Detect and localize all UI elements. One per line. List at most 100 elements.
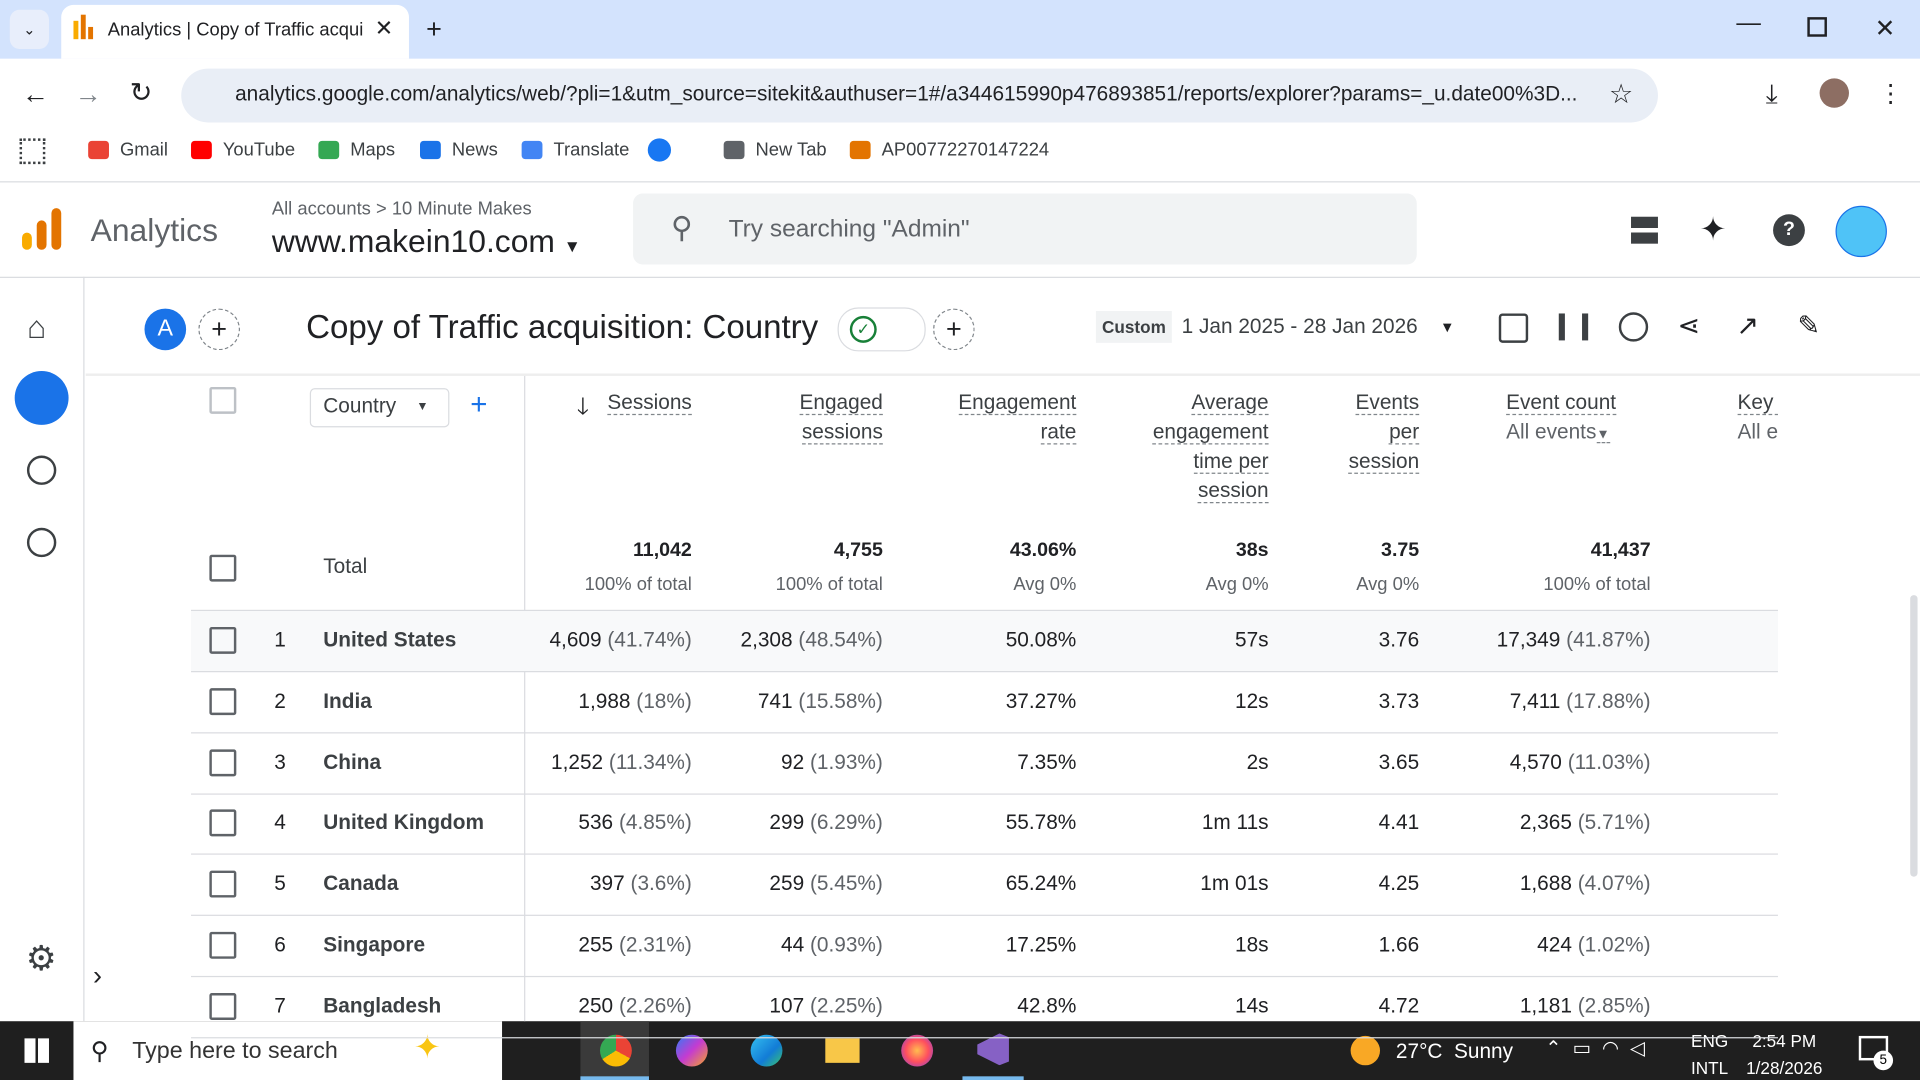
add-dimension[interactable]: + [470, 388, 488, 422]
country[interactable]: United Kingdom [323, 811, 484, 835]
metric-filter[interactable]: All events▼ [1506, 420, 1610, 444]
add-filter[interactable]: + [933, 308, 975, 351]
total-sub: 100% of total [584, 574, 692, 596]
row-checkbox[interactable] [209, 626, 237, 654]
bookmark[interactable]: AP00772270147224 [881, 139, 1050, 161]
insights[interactable] [1618, 312, 1649, 342]
nav-advertising[interactable] [26, 527, 57, 558]
rank: 6 [274, 933, 286, 957]
language[interactable]: ENG INTL [1691, 1027, 1728, 1080]
downloads[interactable]: ⤓ [1765, 78, 1778, 109]
rank: 2 [274, 689, 286, 713]
select-all[interactable] [209, 386, 237, 414]
apps-grid[interactable] [19, 138, 46, 165]
row-checkbox[interactable] [209, 931, 237, 959]
country[interactable]: China [323, 750, 382, 774]
bookmark[interactable]: Translate [553, 139, 630, 161]
row-checkbox[interactable] [209, 687, 237, 715]
facebook[interactable] [647, 138, 672, 162]
firefox[interactable] [901, 1034, 934, 1067]
percent-of-total: (11.34%) [608, 750, 692, 774]
back[interactable]: ← [22, 78, 49, 109]
date-dropdown[interactable]: ▼ [1440, 318, 1455, 336]
nav-explore[interactable] [26, 455, 57, 485]
row-checkbox[interactable] [209, 809, 237, 837]
column-header[interactable]: Key events All events [1737, 388, 1778, 447]
nav-admin[interactable]: ⚙ [25, 939, 57, 978]
search-placeholder: Try searching "Admin" [728, 215, 970, 243]
copilot[interactable] [675, 1034, 708, 1067]
explorer[interactable] [825, 1038, 860, 1063]
search-box[interactable] [633, 193, 1417, 265]
weather[interactable]: 27°C Sunny [1396, 1040, 1513, 1064]
bookmark-icon [849, 140, 871, 160]
report-status[interactable] [837, 307, 926, 352]
account[interactable] [1835, 205, 1887, 258]
metric-filter[interactable]: All events [1737, 420, 1778, 444]
apps[interactable] [1631, 216, 1658, 244]
total-value: 38s [1235, 540, 1269, 561]
edge[interactable] [750, 1034, 783, 1067]
nav-reports[interactable] [14, 371, 69, 425]
close-window[interactable]: ✕ [1874, 15, 1896, 43]
nav-home[interactable]: ⌂ [26, 308, 47, 346]
column-header[interactable]: Sessions [557, 388, 692, 417]
bookmark[interactable]: News [451, 139, 498, 161]
scrollbar[interactable] [1910, 595, 1918, 877]
country[interactable]: India [323, 689, 372, 713]
reload[interactable]: ↻ [129, 77, 153, 108]
breadcrumb[interactable]: All accounts > 10 Minute Makes [271, 198, 532, 220]
expand-nav[interactable]: › [93, 960, 103, 991]
percent-of-total: (2.26%) [618, 994, 692, 1018]
country[interactable]: United States [323, 628, 457, 652]
column-header[interactable]: Events per session [1340, 388, 1420, 476]
profile[interactable] [1819, 78, 1849, 108]
column-header[interactable]: Event count All events▼ [1506, 388, 1665, 449]
tab-search[interactable]: ⌄ [9, 9, 49, 49]
add-comparison[interactable]: + [198, 308, 241, 351]
value: 2,308 [740, 628, 793, 652]
column-header[interactable]: Average engagement time per session [1146, 388, 1269, 506]
row-checkbox[interactable] [209, 992, 237, 1020]
property-picker[interactable]: www.makein10.com ▼ [271, 222, 581, 260]
bookmark-star[interactable]: ☆ [1608, 78, 1634, 109]
row-checkbox[interactable] [209, 748, 237, 776]
metric-cell: 2,365 (5.71%) [1520, 811, 1651, 835]
dimension-picker[interactable] [309, 388, 450, 428]
bookmark[interactable]: Maps [350, 139, 396, 161]
forward[interactable]: → [74, 78, 102, 109]
minimize[interactable]: — [1736, 9, 1761, 37]
tab-close[interactable]: ✕ [374, 15, 394, 41]
compare[interactable] [1558, 313, 1589, 341]
percent-of-total: (15.58%) [798, 689, 883, 713]
share[interactable]: ⋖ [1677, 309, 1701, 341]
select-total[interactable] [209, 554, 237, 582]
vs-app[interactable] [962, 1021, 1024, 1080]
column-header[interactable]: Engaged sessions [760, 388, 883, 447]
help[interactable]: ? [1773, 214, 1805, 247]
column-header[interactable]: Engagement rate [942, 388, 1077, 447]
country[interactable]: Bangladesh [323, 994, 442, 1018]
bookmark[interactable]: YouTube [222, 139, 296, 161]
save[interactable] [1498, 313, 1529, 343]
start[interactable] [24, 1038, 49, 1063]
taskbar-search[interactable] [73, 1021, 503, 1080]
country[interactable]: Canada [323, 872, 399, 896]
metric-cell: 1,688 (4.07%) [1520, 872, 1651, 896]
row-checkbox[interactable] [209, 870, 237, 898]
edit[interactable]: ✎ [1797, 309, 1821, 341]
country[interactable]: Singapore [323, 933, 426, 957]
date-range[interactable]: 1 Jan 2025 - 28 Jan 2026 [1181, 314, 1418, 338]
omnibox[interactable] [181, 68, 1658, 123]
insights-spark[interactable]: ↗ [1736, 309, 1759, 341]
restore[interactable] [1807, 17, 1827, 37]
active-tab[interactable] [61, 4, 409, 59]
tray[interactable]: ⌃ ▭ ◠ ◁ [1545, 1038, 1646, 1060]
clock[interactable]: 2:54 PM 1/28/2026 [1746, 1027, 1822, 1080]
bookmark[interactable]: Gmail [120, 139, 168, 161]
menu[interactable]: ⋮ [1878, 80, 1903, 108]
comparison-chip[interactable]: A [144, 308, 187, 351]
bookmark[interactable]: New Tab [755, 139, 827, 161]
new-tab[interactable]: + [426, 13, 442, 45]
ai-insights[interactable]: ✦ [1699, 210, 1727, 248]
